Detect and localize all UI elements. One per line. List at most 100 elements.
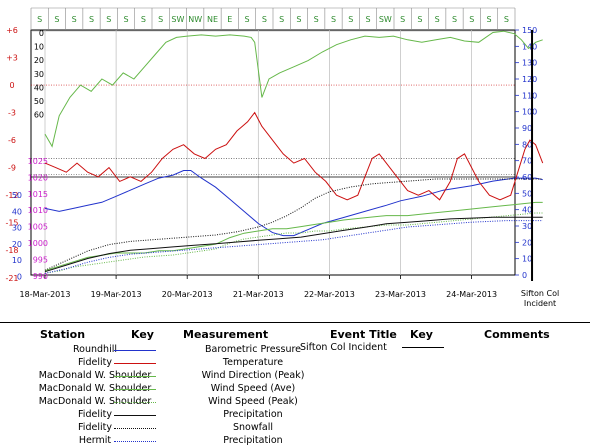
precipitation-tick: 40	[12, 207, 22, 216]
temperature-tick: -15	[5, 219, 18, 228]
right-axis-tick-label: 70	[522, 157, 532, 166]
key-row: Fidelity Precipitation	[0, 409, 590, 422]
key-row-measurement: Snowfall	[232, 422, 274, 433]
wind-direction-label: S	[504, 15, 509, 24]
wind-direction-label: NE	[207, 15, 218, 24]
wind-direction-label: S	[279, 15, 284, 24]
precipitation-tick: 0	[17, 273, 22, 282]
header-event-title: Event Title	[330, 328, 397, 341]
pressure-tick: 995	[33, 255, 48, 264]
key-row: Roundhill Barometric Pressure	[0, 344, 590, 357]
wind-direction-label: NW	[188, 15, 202, 24]
key-row-line	[114, 441, 156, 442]
wind-direction-label: S	[106, 15, 111, 24]
temperature-tick: -3	[8, 109, 16, 118]
key-row: MacDonald W. Shoulder Wind Speed (Peak)	[0, 396, 590, 409]
pressure-tick: 1015	[28, 190, 48, 199]
wind-direction-label: S	[331, 15, 336, 24]
wind-direction-tick: 0	[39, 29, 44, 38]
key-row-line	[114, 350, 156, 351]
key-table-divider	[0, 322, 590, 323]
wind-direction-label: S	[245, 15, 250, 24]
wind-direction-label: S	[37, 15, 42, 24]
temperature-tick: -12	[5, 191, 18, 200]
x-tick-label: 22-Mar-2013	[304, 290, 355, 299]
pressure-tick: 1000	[28, 239, 48, 248]
key-row: Hermit Precipitation	[0, 435, 590, 448]
wind-direction-label: S	[348, 15, 353, 24]
pressure-tick: 1025	[28, 157, 48, 166]
precipitation-tick: 10	[12, 256, 22, 265]
key-row-station: Fidelity	[78, 409, 112, 420]
right-axis-tick-label: 120	[522, 75, 537, 84]
x-tick-label: 18-Mar-2013	[20, 290, 71, 299]
key-row-measurement: Precipitation	[223, 409, 283, 420]
right-axis-tick-label: 10	[522, 255, 532, 264]
header-measurement: Measurement	[183, 328, 269, 341]
temperature-tick: -21	[5, 274, 18, 283]
header-comments: Comments	[484, 328, 550, 341]
wind-direction-label: S	[487, 15, 492, 24]
wind-direction-label: S	[452, 15, 457, 24]
key-row-measurement: Barometric Pressure	[204, 344, 302, 355]
temperature-tick: -6	[8, 136, 16, 145]
key-row: MacDonald W. Shoulder Wind Speed (Ave)	[0, 383, 590, 396]
right-axis-tick-label: 90	[522, 124, 532, 133]
wind-direction-label: S	[72, 15, 77, 24]
key-row-station: Fidelity	[78, 357, 112, 368]
wind-direction-label: SW	[379, 15, 392, 24]
temperature-tick: 0	[9, 81, 14, 90]
plot-area	[30, 29, 516, 276]
pressure-tick: 1010	[28, 206, 48, 215]
wind-direction-label: SW	[171, 15, 184, 24]
pressure-series	[44, 170, 543, 237]
right-axis-tick-label: 0	[522, 271, 527, 280]
key-row: Fidelity Snowfall	[0, 422, 590, 435]
wind-direction-label: S	[314, 15, 319, 24]
event-marker-label: Sifton Col	[521, 289, 559, 298]
temperature-series	[44, 111, 544, 201]
key-row-measurement: Wind Speed (Ave)	[210, 383, 296, 394]
wind-direction-label: E	[227, 15, 232, 24]
wind-direction-label: S	[141, 15, 146, 24]
wind-direction-label: S	[54, 15, 59, 24]
right-axis-tick-label: 40	[522, 206, 532, 215]
wind-direction-label: S	[124, 15, 129, 24]
key-row-station: MacDonald W. Shoulder	[38, 396, 152, 407]
temperature-tick: +3	[6, 54, 18, 63]
precipitation-fidelity-series	[44, 216, 543, 273]
wind-direction-label: S	[262, 15, 267, 24]
wind-speed-ave-series	[44, 201, 543, 272]
precipitation-tick: 30	[12, 224, 22, 233]
wind-direction-tick: 30	[34, 70, 44, 79]
key-row-station: Hermit	[78, 435, 112, 446]
pressure-tick: 990	[33, 272, 48, 281]
x-tick-label: 23-Mar-2013	[375, 290, 426, 299]
right-axis-tick-label: 130	[522, 59, 537, 68]
pressure-tick: 1005	[28, 223, 48, 232]
key-row-line	[114, 415, 156, 416]
key-row-measurement: Precipitation	[223, 435, 283, 446]
x-tick-label: 19-Mar-2013	[91, 290, 142, 299]
wind-direction-label: S	[417, 15, 422, 24]
temperature-tick: -18	[5, 246, 18, 255]
wind-direction-tick: 40	[34, 83, 44, 92]
key-row-station: Roundhill	[73, 344, 117, 355]
right-axis-tick-label: 30	[522, 222, 532, 231]
key-row-line	[114, 428, 156, 429]
right-axis-tick-label: 50	[522, 189, 532, 198]
wind-direction-label: S	[296, 15, 301, 24]
temperature-tick: +6	[6, 26, 18, 35]
x-tick-label: 21-Mar-2013	[233, 290, 284, 299]
wind-speed-peak-series	[44, 212, 543, 274]
event-key-line	[402, 347, 444, 348]
right-axis-tick-label: 150	[522, 26, 537, 35]
header-event-key: Key	[410, 328, 433, 341]
temperature-tick: -9	[8, 164, 16, 173]
key-row-measurement: Temperature	[222, 357, 284, 368]
wind-direction-tick: 50	[34, 97, 44, 106]
wind-direction-label: S	[158, 15, 163, 24]
event-marker-label: Incident	[524, 299, 556, 308]
key-row: MacDonald W. Shoulder Wind Direction (Pea…	[0, 370, 590, 383]
wind-direction-tick: 60	[34, 111, 44, 120]
